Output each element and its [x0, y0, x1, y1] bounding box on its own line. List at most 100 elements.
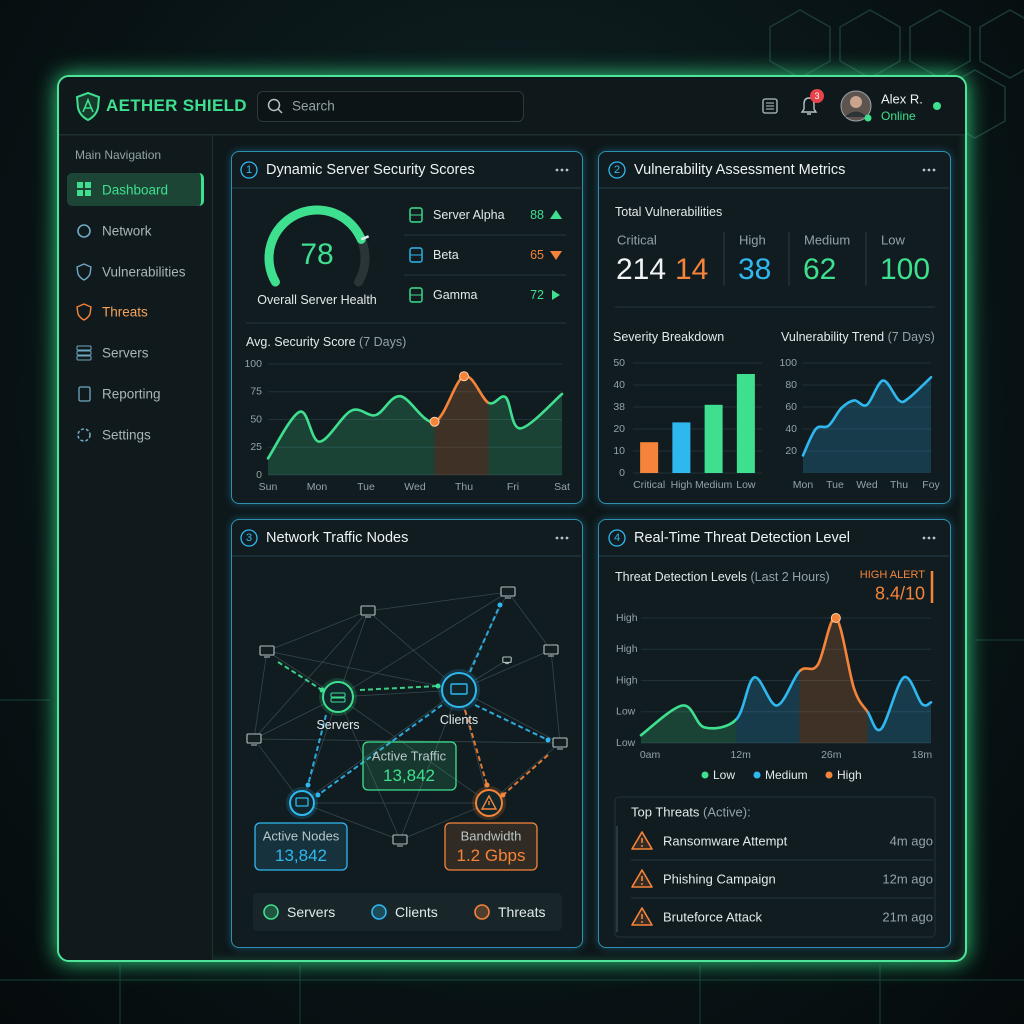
network-link [253, 610, 369, 740]
bell-icon [800, 97, 818, 115]
stat-label: Low [881, 232, 905, 248]
user-name[interactable]: Alex R. [881, 91, 923, 107]
traffic-flow [502, 754, 549, 796]
device-icon [500, 586, 516, 597]
x-tick-label: Fri [507, 481, 519, 493]
network-link [458, 689, 561, 744]
bar [672, 422, 691, 473]
node-label: Clients [439, 713, 479, 727]
search-box[interactable] [257, 91, 524, 122]
threats-title-text: Top Threats [631, 804, 700, 820]
nav-icon [76, 303, 92, 321]
server-score: 88 [530, 208, 544, 222]
bar [640, 442, 659, 473]
nav-item[interactable]: Vulnerabilities [102, 264, 186, 280]
gauge-value: 78 [300, 238, 334, 271]
y-tick-label: 50 [613, 357, 625, 369]
x-tick-label: Mon [307, 481, 328, 493]
x-tick-label: 18m [912, 749, 933, 761]
trend-arrow [550, 210, 562, 219]
network-link [301, 802, 401, 841]
sidebar [59, 135, 213, 960]
search-placeholder[interactable]: Search [292, 98, 335, 114]
menu-dot [922, 536, 926, 540]
network-link [266, 610, 369, 652]
nav-icon [76, 345, 92, 351]
panel-title: Real-Time Threat Detection Level [634, 530, 850, 546]
area [803, 377, 931, 473]
nav-item[interactable]: Reporting [102, 386, 161, 402]
traffic-head [435, 683, 441, 689]
traffic-head [484, 782, 490, 788]
y-tick-label: Low [616, 706, 636, 718]
menu-dot [555, 536, 559, 540]
x-tick-label: Sat [554, 481, 570, 493]
highlight-point [459, 371, 469, 382]
card-value: 1.2 Gbps [456, 846, 526, 865]
nav-item[interactable]: Threats [102, 304, 148, 320]
nav-selection [67, 173, 204, 206]
search-icon [267, 98, 281, 112]
y-tick-label: 40 [613, 379, 625, 391]
network-link [253, 738, 561, 744]
highlight-point [429, 416, 440, 427]
stat-label: High [739, 232, 766, 248]
network-link [399, 802, 490, 841]
nav-item[interactable]: Dashboard [102, 182, 169, 198]
x-tick-label: 0am [640, 749, 661, 761]
node [441, 672, 477, 708]
line [266, 374, 564, 460]
y-tick-label: 25 [250, 441, 262, 453]
traffic-flow [277, 661, 323, 691]
area [268, 375, 562, 475]
server-name: Server Alpha [433, 208, 505, 222]
chart-title: Vulnerability Trend (7 Days) [781, 330, 935, 344]
network-link [253, 738, 303, 804]
threats-title: Top Threats (Active): [631, 805, 751, 820]
stat-value: 38 [738, 253, 772, 286]
nav-item[interactable]: Network [102, 223, 152, 239]
card-title: Active Traffic [371, 748, 447, 764]
notification-count[interactable]: 3 [814, 91, 820, 101]
node-icon [295, 797, 309, 807]
stat-value: 100 [880, 253, 931, 286]
summary-title: Total Vulnerabilities [615, 205, 723, 219]
legend-label: Clients [395, 904, 438, 920]
legend-swatch [701, 771, 709, 779]
device-icon [543, 644, 559, 655]
network-link [550, 649, 561, 744]
gauge-arc [264, 205, 366, 287]
x-tick-label: Tue [357, 481, 375, 493]
y-tick-label: Low [616, 737, 636, 749]
nav-item[interactable]: Servers [102, 345, 149, 361]
legend-label: Low [713, 768, 736, 782]
node-label: Servers [316, 718, 360, 732]
stat-label: Medium [804, 232, 851, 248]
warning-icon [641, 921, 643, 923]
bar [704, 404, 723, 473]
threat-name[interactable]: Phishing Campaign [663, 871, 776, 887]
chart-title: Threat Detection Levels (Last 2 Hours) [615, 570, 830, 584]
nav-icon [76, 350, 92, 356]
network-link [266, 650, 460, 691]
y-tick-label: 0 [256, 469, 262, 481]
stat-value: 62 [803, 253, 837, 286]
device-icon [502, 656, 512, 663]
traffic-flow [317, 704, 443, 796]
threat-name[interactable]: Bruteforce Attack [663, 909, 762, 925]
chart-subtitle: (7 Days) [887, 330, 935, 344]
y-tick-label: 38 [613, 401, 625, 413]
nav-icon [77, 190, 83, 196]
network-link [488, 742, 561, 804]
y-tick-label: 75 [250, 386, 262, 398]
node-icon [330, 697, 346, 703]
legend-swatch [371, 904, 387, 920]
card [362, 741, 457, 791]
nav-item[interactable]: Settings [102, 427, 151, 443]
nav-icon [85, 182, 91, 188]
legend-swatch [474, 904, 490, 920]
threats-subtitle: (Active): [703, 804, 751, 820]
threat-name[interactable]: Ransomware Attempt [663, 833, 788, 849]
